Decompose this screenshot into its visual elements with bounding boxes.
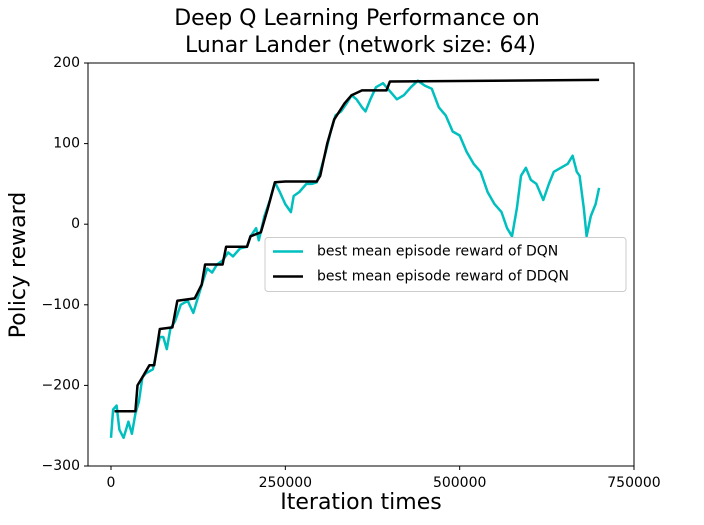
y-axis-label: Policy reward [6, 192, 31, 338]
y-tick-label: 200 [53, 55, 80, 71]
chart-title: Lunar Lander (network size: 64) [178, 33, 536, 58]
x-tick-label: 250000 [259, 475, 312, 491]
chart-title: Deep Q Learning Performance on [174, 6, 540, 31]
legend-label: best mean episode reward of DDQN [317, 269, 569, 285]
data-line [114, 78, 600, 413]
x-tick-label: 750000 [607, 475, 660, 491]
x-axis-label: Iteration times [280, 490, 441, 515]
x-tick-label: 500000 [433, 475, 486, 491]
legend: best mean episode reward of DQN best mean… [264, 237, 627, 292]
y-tick-label: −100 [42, 297, 80, 313]
y-tick-label: −300 [42, 458, 80, 474]
legend-box [264, 237, 627, 292]
y-tick-label: 0 [71, 216, 80, 232]
legend-label: best mean episode reward of DQN [317, 244, 558, 260]
y-tick-label: −200 [42, 377, 80, 393]
x-tick-label: 0 [107, 475, 116, 491]
y-tick-label: 100 [53, 136, 80, 152]
plot-frame [87, 62, 635, 467]
